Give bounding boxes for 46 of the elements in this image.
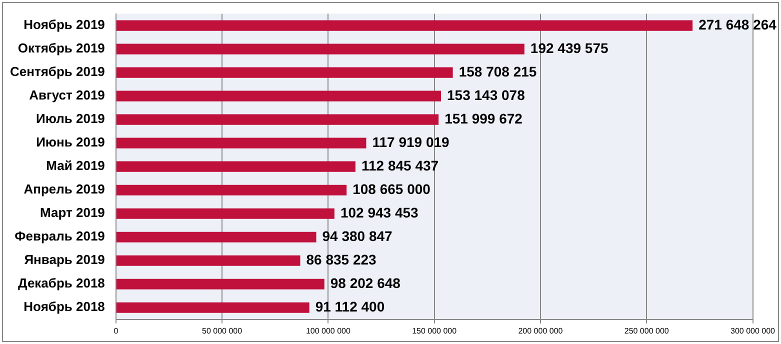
bar [116, 255, 300, 266]
bar [116, 302, 310, 313]
data-label: 94 380 847 [322, 228, 393, 244]
data-label: 192 439 575 [530, 40, 608, 56]
data-label: 117 919 019 [372, 134, 450, 150]
bar [116, 161, 356, 172]
bar [116, 138, 366, 148]
data-label: 158 708 215 [458, 63, 537, 80]
data-label: 108 665 000 [352, 180, 431, 197]
y-tick-label: Июль 2019 [36, 111, 105, 126]
y-tick-label: Апрель 2019 [24, 182, 105, 197]
data-label: 271 648 264 [698, 16, 777, 32]
y-tick-label: Ноябрь 2018 [24, 299, 105, 314]
x-tick-label: 0 [114, 326, 119, 336]
y-tick-label: Февраль 2019 [14, 228, 105, 244]
data-label: 153 143 078 [447, 86, 526, 103]
y-tick-label: Январь 2019 [24, 252, 105, 268]
bar [116, 44, 524, 54]
data-label: 102 943 453 [340, 204, 419, 220]
bar [116, 114, 439, 125]
bar [116, 208, 334, 219]
x-tick-label: 300 000 000 [730, 326, 776, 336]
x-tick-label: 150 000 000 [412, 326, 458, 336]
y-tick-label: Март 2019 [40, 205, 105, 220]
y-tick-label: Декабрь 2018 [18, 276, 105, 291]
data-label: 86 835 223 [306, 251, 377, 268]
y-tick-label: Июнь 2019 [36, 134, 105, 150]
bar [116, 20, 693, 31]
data-label: 91 112 400 [315, 298, 385, 315]
x-tick-label: 100 000 000 [306, 326, 351, 336]
bar [116, 232, 316, 242]
bar [116, 184, 347, 196]
bar [116, 90, 442, 102]
x-tick-label: 50 000 000 [202, 326, 243, 336]
y-tick-label: Ноябрь 2019 [24, 17, 105, 32]
bar [116, 278, 324, 290]
y-tick-label: Сентябрь 2019 [10, 64, 105, 80]
bar [116, 67, 453, 78]
y-tick-label: Август 2019 [29, 88, 105, 103]
x-tick-label: 250 000 000 [624, 326, 670, 336]
data-label: 98 202 648 [330, 275, 401, 291]
data-label: 112 845 437 [361, 157, 439, 174]
y-tick-label: Октябрь 2019 [18, 40, 105, 56]
x-tick-label: 200 000 000 [518, 326, 564, 336]
data-label: 151 999 672 [444, 110, 523, 126]
y-tick-label: Май 2019 [46, 158, 105, 174]
